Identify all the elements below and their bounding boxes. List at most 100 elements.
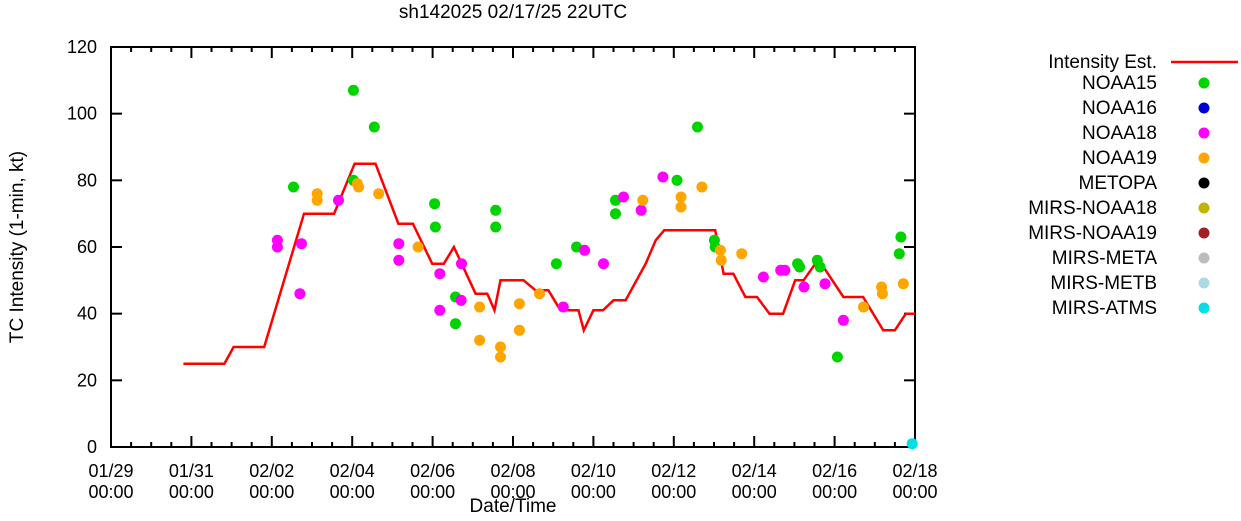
data-point-noaa18	[294, 288, 306, 300]
data-point-noaa19	[675, 191, 687, 203]
data-point-noaa19	[513, 298, 525, 310]
data-point-noaa18	[557, 301, 569, 313]
data-point-noaa15	[895, 231, 907, 243]
data-point-noaa18	[434, 268, 446, 280]
x-tick-label-date: 02/06	[410, 461, 455, 481]
data-point-noaa18	[618, 191, 629, 203]
y-tick-label: 100	[67, 104, 97, 124]
series-mirs-atms	[906, 438, 918, 450]
legend-label: MIRS-NOAA19	[1028, 223, 1157, 244]
data-point-noaa15	[490, 204, 502, 216]
data-point-noaa15	[288, 181, 299, 193]
legend-dot-sample	[1198, 252, 1210, 264]
data-point-noaa15	[831, 351, 843, 363]
legend-dot-sample	[1198, 127, 1210, 139]
data-point-noaa19	[513, 324, 525, 336]
data-point-noaa19	[675, 201, 687, 213]
data-point-noaa19	[876, 288, 888, 300]
x-tick-label-time: 00:00	[410, 482, 455, 502]
x-tick-label-time: 00:00	[571, 482, 616, 502]
data-point-mirs-atms	[906, 438, 918, 450]
data-point-noaa18	[393, 238, 405, 250]
legend-dot-sample	[1198, 202, 1210, 214]
legend-label: MIRS-METB	[1050, 273, 1157, 294]
data-point-noaa15	[893, 248, 905, 260]
x-axis-label: Date/Time	[469, 496, 557, 517]
data-point-noaa15	[550, 258, 562, 270]
data-point-noaa18	[598, 258, 609, 270]
legend-label: NOAA19	[1082, 148, 1157, 169]
y-tick-label: 60	[77, 237, 97, 257]
data-point-noaa19	[474, 334, 486, 346]
y-tick-label: 120	[67, 37, 97, 57]
x-tick-label-time: 00:00	[812, 482, 857, 502]
legend-label: NOAA18	[1082, 123, 1157, 144]
data-point-noaa15	[347, 84, 359, 96]
data-point-noaa18	[837, 314, 849, 326]
x-tick-label-time: 00:00	[249, 482, 294, 502]
x-tick-label-date: 02/02	[249, 461, 294, 481]
x-tick-label-time: 00:00	[169, 482, 214, 502]
legend-dot-sample	[1198, 227, 1210, 239]
data-point-noaa19	[495, 341, 506, 353]
data-point-noaa15	[450, 318, 461, 330]
data-point-noaa15	[814, 261, 826, 273]
data-point-noaa19	[696, 181, 708, 193]
data-point-noaa15	[610, 208, 621, 220]
legend-label: Intensity Est.	[1048, 52, 1157, 73]
data-point-noaa18	[819, 278, 831, 290]
x-tick-label-date: 02/08	[490, 461, 535, 481]
data-point-noaa18	[456, 258, 467, 270]
data-point-noaa15	[490, 221, 502, 233]
series-noaa19	[311, 178, 909, 363]
x-tick-label-time: 00:00	[88, 482, 133, 502]
data-point-noaa18	[779, 264, 791, 276]
x-axis: 01/2900:0001/3100:0002/0200:0002/0400:00…	[88, 47, 938, 502]
data-point-noaa18	[798, 281, 810, 293]
x-tick-label-time: 00:00	[651, 482, 696, 502]
legend-dot-sample	[1198, 302, 1210, 314]
data-point-noaa19	[897, 278, 909, 290]
data-point-noaa18	[434, 304, 446, 316]
data-point-noaa19	[637, 194, 649, 206]
x-tick-label-date: 02/10	[571, 461, 616, 481]
data-point-noaa19	[715, 254, 727, 266]
x-tick-label-date: 02/14	[732, 461, 777, 481]
y-axis: 0 20 40 60 80 100 120	[67, 37, 915, 457]
y-tick-label: 20	[77, 370, 97, 390]
x-tick-label-time: 00:00	[892, 482, 937, 502]
legend-label: MIRS-NOAA18	[1028, 198, 1157, 219]
series-noaa18	[271, 171, 849, 326]
legend-label: NOAA16	[1082, 98, 1157, 119]
legend: Intensity Est.NOAA15 NOAA16 NOAA18 NOAA19 ME…	[1028, 52, 1238, 319]
data-point-noaa15	[692, 121, 703, 133]
data-point-noaa18	[579, 244, 591, 256]
x-tick-label-date: 02/04	[330, 461, 375, 481]
data-point-noaa18	[296, 238, 307, 250]
data-point-noaa19	[858, 301, 869, 313]
data-point-noaa15	[671, 174, 683, 186]
x-tick-label-date: 01/29	[88, 461, 133, 481]
data-point-noaa19	[311, 194, 323, 206]
x-tick-label-time: 00:00	[490, 482, 535, 502]
data-point-noaa15	[794, 261, 806, 273]
legend-label: NOAA15	[1082, 73, 1157, 94]
legend-dot-sample	[1198, 102, 1210, 114]
plot-border	[110, 46, 916, 448]
x-tick-label-date: 01/31	[169, 461, 214, 481]
intensity-line	[183, 162, 915, 365]
x-tick-label-time: 00:00	[330, 482, 375, 502]
x-tick-label-date: 02/16	[812, 461, 857, 481]
x-tick-label-date: 02/18	[892, 461, 937, 481]
data-point-noaa18	[635, 204, 647, 216]
data-point-noaa19	[495, 351, 506, 363]
legend-dot-sample	[1198, 177, 1210, 189]
legend-label: METOPA	[1079, 173, 1158, 194]
y-tick-label: 40	[77, 304, 97, 324]
data-point-noaa18	[455, 294, 467, 306]
legend-dot-sample	[1198, 77, 1210, 89]
x-tick-label-time: 00:00	[732, 482, 777, 502]
x-tick-label-date: 02/12	[651, 461, 696, 481]
data-point-noaa18	[757, 271, 769, 283]
